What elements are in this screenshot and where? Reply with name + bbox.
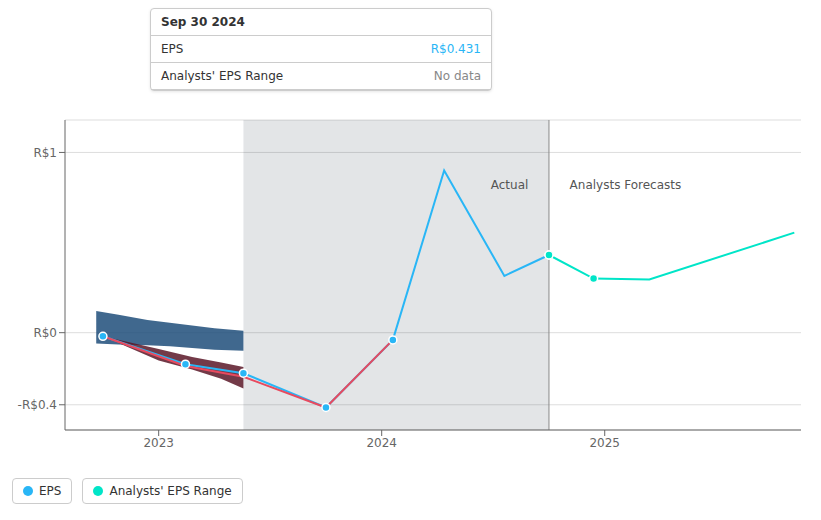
html-text:EPS: EPS [39,484,62,498]
svg-text:2025: 2025 [589,436,620,450]
html-text:R$0.431: R$0.431 [430,42,481,56]
svg-text:2024: 2024 [366,436,397,450]
html-text:Analysts' EPS Range: Analysts' EPS Range [109,484,232,498]
html-text:Analysts' EPS Range: Analysts' EPS Range [161,69,284,83]
svg-text:-R$0.4: -R$0.4 [18,398,57,412]
svg-text:R$1: R$1 [33,146,57,160]
html-text:EPS: EPS [161,42,184,56]
html-text:Sep 30 2024: Sep 30 2024 [161,15,245,29]
svg-text:Actual: Actual [491,178,529,192]
svg-text:R$0: R$0 [33,326,57,340]
svg-text:2023: 2023 [143,436,174,450]
html-text:No data: No data [433,69,481,83]
svg-text:Analysts Forecasts: Analysts Forecasts [570,178,682,192]
